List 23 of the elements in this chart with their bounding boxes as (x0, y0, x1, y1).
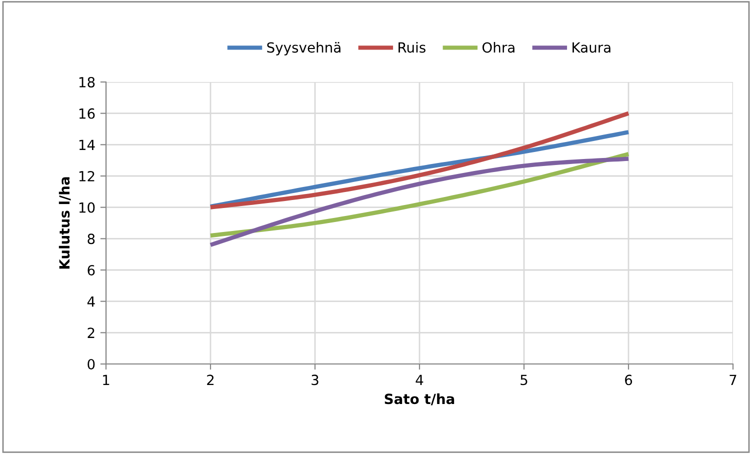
x-axis-title: Sato t/ha (384, 393, 454, 406)
legend-label: Ohra (482, 42, 514, 53)
x-tick-label: 6 (625, 374, 632, 386)
x-tick-label: 4 (416, 374, 424, 385)
y-axis-title: Kulutus l/ha (58, 177, 71, 269)
x-tick-label: 2 (207, 374, 214, 385)
legend-label: Syysvehnä (267, 42, 340, 56)
x-tick-label: 3 (312, 374, 318, 386)
x-tick-label: 5 (520, 374, 528, 386)
x-tick-label: 1 (103, 374, 110, 385)
y-tick-label: 14 (79, 140, 95, 150)
y-tick-label: 18 (79, 76, 95, 88)
x-tick-label: 7 (730, 374, 736, 385)
y-tick-label: 6 (88, 264, 95, 276)
legend-label: Kaura (572, 42, 610, 53)
y-tick-label: 8 (88, 234, 95, 244)
y-tick-label: 12 (79, 170, 94, 182)
legend-label: Ruis (398, 42, 426, 53)
y-tick-label: 10 (79, 202, 95, 213)
y-tick-label: 4 (87, 296, 95, 307)
y-tick-label: 2 (88, 328, 94, 338)
y-tick-label: 0 (88, 358, 95, 370)
y-tick-label: 16 (79, 108, 95, 119)
